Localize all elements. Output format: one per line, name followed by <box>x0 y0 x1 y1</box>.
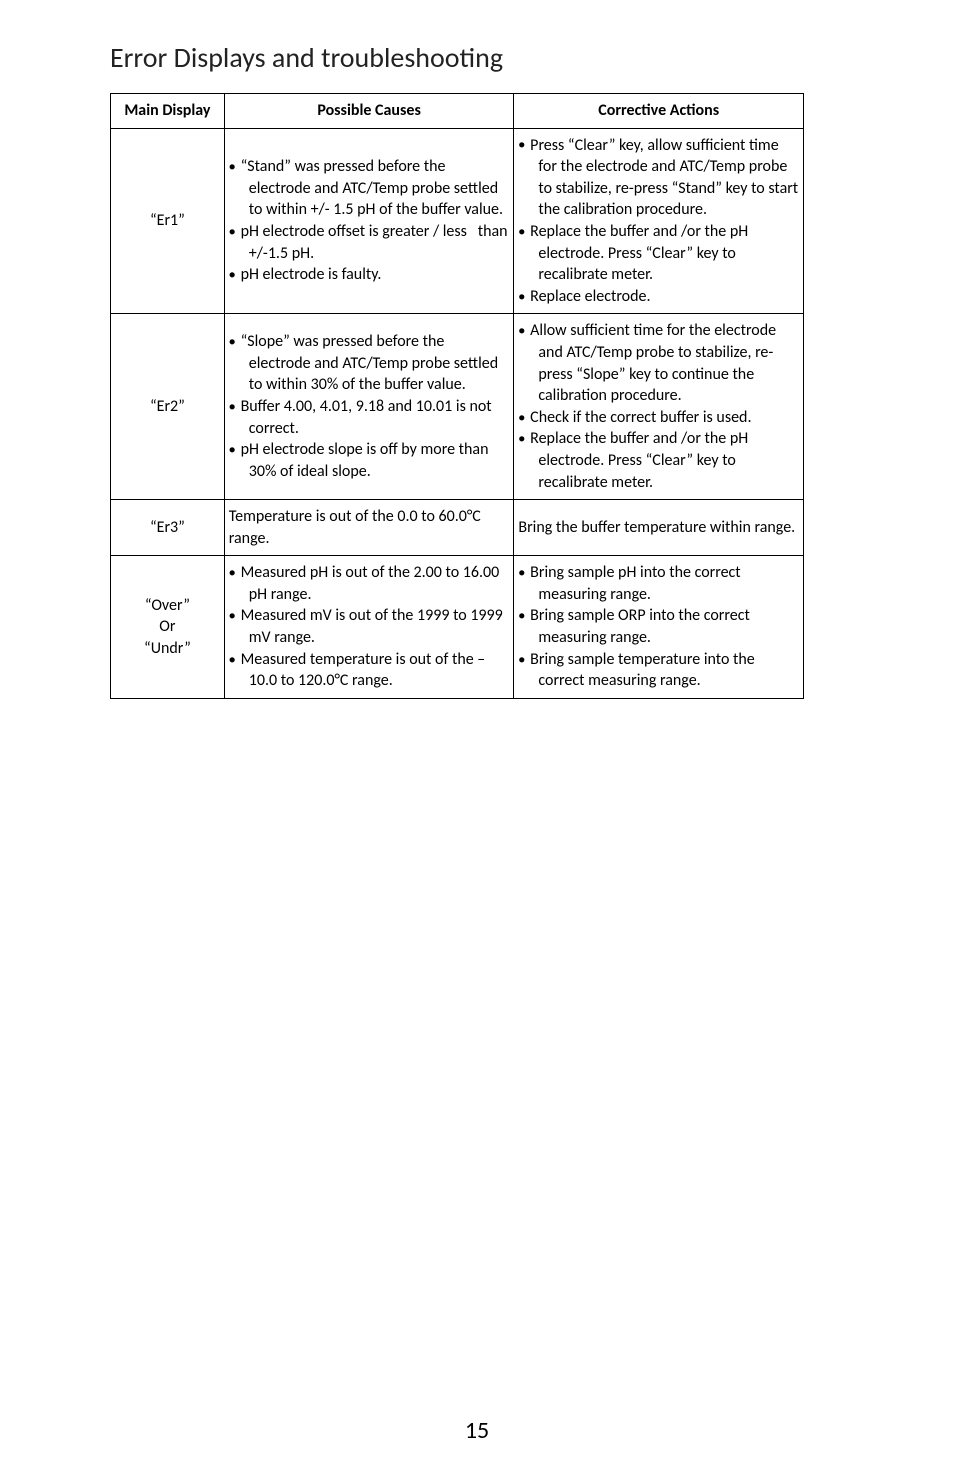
actions-cell: Press “Clear” key, allow sufficient time… <box>514 128 804 314</box>
list-item: Replace the buffer and /or the pH electr… <box>518 428 799 493</box>
list-item: Measured mV is out of the 1999 to 1999 m… <box>229 605 510 648</box>
list-item: Check if the correct buffer is used. <box>518 407 799 429</box>
causes-list: “Stand” was pressed before the electrode… <box>229 156 510 286</box>
actions-cell: Bring sample pH into the correct measuri… <box>514 556 804 699</box>
actions-list: Allow sufficient time for the electrode … <box>518 320 799 493</box>
list-item: Replace electrode. <box>518 286 799 308</box>
causes-cell: “Stand” was pressed before the electrode… <box>224 128 514 314</box>
list-item: Buffer 4.00, 4.01, 9.18 and 10.01 is not… <box>229 396 510 439</box>
col-possible-causes: Possible Causes <box>224 94 514 129</box>
list-item: Press “Clear” key, allow sufficient time… <box>518 135 799 221</box>
list-item: pH electrode slope is off by more than 3… <box>229 439 510 482</box>
list-item: Measured pH is out of the 2.00 to 16.00 … <box>229 562 510 605</box>
causes-list: Measured pH is out of the 2.00 to 16.00 … <box>229 562 510 692</box>
page-title: Error Displays and troubleshooting <box>110 40 804 75</box>
col-corrective-actions: Corrective Actions <box>514 94 804 129</box>
actions-cell: Bring the buffer temperature within rang… <box>514 500 804 556</box>
list-item: Bring sample pH into the correct measuri… <box>518 562 799 605</box>
table-row: “Over” Or “Undr” Measured pH is out of t… <box>111 556 804 699</box>
table-header-row: Main Display Possible Causes Corrective … <box>111 94 804 129</box>
list-item: Allow sufficient time for the electrode … <box>518 320 799 406</box>
table-row: “Er2” “Slope” was pressed before the ele… <box>111 314 804 500</box>
actions-list: Bring sample pH into the correct measuri… <box>518 562 799 692</box>
actions-cell: Allow sufficient time for the electrode … <box>514 314 804 500</box>
causes-list: “Slope” was pressed before the electrode… <box>229 331 510 482</box>
page-number: 15 <box>0 1416 954 1445</box>
display-cell-er1: “Er1” <box>111 128 225 314</box>
table-row: “Er1” “Stand” was pressed before the ele… <box>111 128 804 314</box>
page: Error Displays and troubleshooting Main … <box>0 0 954 1475</box>
causes-cell: Temperature is out of the 0.0 to 60.0°C … <box>224 500 514 556</box>
actions-list: Press “Clear” key, allow sufficient time… <box>518 135 799 308</box>
causes-cell: Measured pH is out of the 2.00 to 16.00 … <box>224 556 514 699</box>
list-item: pH electrode offset is greater / less th… <box>229 221 510 264</box>
list-item: Bring sample ORP into the correct measur… <box>518 605 799 648</box>
display-cell-er3: “Er3” <box>111 500 225 556</box>
error-table: Main Display Possible Causes Corrective … <box>110 93 804 699</box>
list-item: “Stand” was pressed before the electrode… <box>229 156 510 221</box>
list-item: “Slope” was pressed before the electrode… <box>229 331 510 396</box>
display-cell-over-undr: “Over” Or “Undr” <box>111 556 225 699</box>
list-item: Measured temperature is out of the –10.0… <box>229 649 510 692</box>
list-item: Replace the buffer and /or the pH electr… <box>518 221 799 286</box>
list-item: pH electrode is faulty. <box>229 264 510 286</box>
table-row: “Er3” Temperature is out of the 0.0 to 6… <box>111 500 804 556</box>
display-cell-er2: “Er2” <box>111 314 225 500</box>
list-item: Bring sample temperature into the correc… <box>518 649 799 692</box>
col-main-display: Main Display <box>111 94 225 129</box>
causes-cell: “Slope” was pressed before the electrode… <box>224 314 514 500</box>
